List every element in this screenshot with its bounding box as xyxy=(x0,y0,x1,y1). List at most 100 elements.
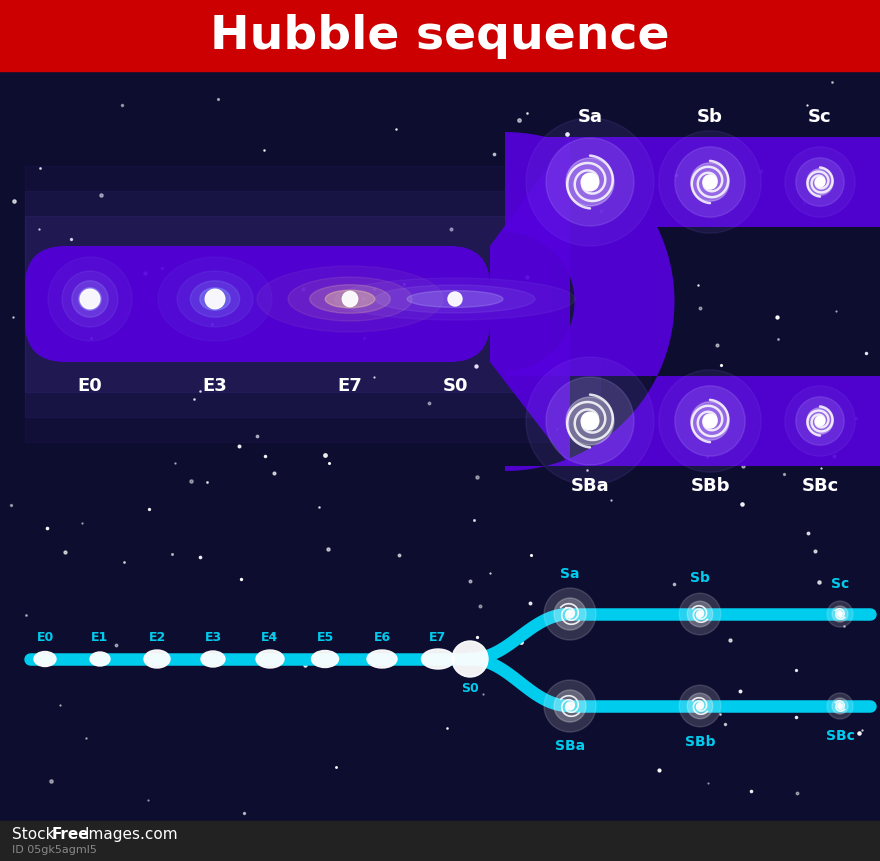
Ellipse shape xyxy=(310,285,391,314)
Text: Sb: Sb xyxy=(697,108,723,126)
Ellipse shape xyxy=(79,288,101,311)
Text: Images.com: Images.com xyxy=(84,827,178,841)
Circle shape xyxy=(675,147,745,218)
Text: SBa: SBa xyxy=(571,476,609,494)
Ellipse shape xyxy=(144,650,170,668)
Text: E6: E6 xyxy=(373,630,391,643)
Polygon shape xyxy=(505,133,880,472)
Ellipse shape xyxy=(288,278,412,322)
Circle shape xyxy=(544,680,596,732)
Text: Sa: Sa xyxy=(561,567,580,580)
Text: SBc: SBc xyxy=(802,476,839,494)
Ellipse shape xyxy=(190,282,239,318)
Ellipse shape xyxy=(257,267,443,332)
Circle shape xyxy=(679,593,721,635)
Text: E1: E1 xyxy=(92,630,108,643)
Circle shape xyxy=(691,402,730,441)
Text: SBb: SBb xyxy=(685,734,715,748)
Circle shape xyxy=(586,418,594,425)
FancyBboxPatch shape xyxy=(25,247,490,362)
Circle shape xyxy=(581,174,598,192)
Ellipse shape xyxy=(326,291,375,308)
Circle shape xyxy=(691,164,730,202)
Circle shape xyxy=(807,170,833,196)
Text: SBc: SBc xyxy=(825,728,854,742)
Text: Stock: Stock xyxy=(12,827,55,841)
Bar xyxy=(25,217,550,393)
Circle shape xyxy=(554,691,586,722)
Circle shape xyxy=(827,693,853,719)
Text: E7: E7 xyxy=(429,630,447,643)
Circle shape xyxy=(546,139,634,226)
Text: E0: E0 xyxy=(36,630,54,643)
Circle shape xyxy=(818,181,822,185)
Text: Free: Free xyxy=(52,827,90,841)
Ellipse shape xyxy=(72,282,108,318)
Circle shape xyxy=(675,387,745,456)
Circle shape xyxy=(659,132,761,234)
Text: Sc: Sc xyxy=(831,576,849,591)
Circle shape xyxy=(703,414,717,429)
Text: Sa: Sa xyxy=(577,108,603,126)
Circle shape xyxy=(586,179,594,187)
Text: E3: E3 xyxy=(204,630,222,643)
Ellipse shape xyxy=(200,288,231,311)
Circle shape xyxy=(697,611,703,617)
Text: E5: E5 xyxy=(317,630,334,643)
Circle shape xyxy=(526,119,654,247)
Circle shape xyxy=(785,147,855,218)
Circle shape xyxy=(80,290,99,309)
Ellipse shape xyxy=(407,291,503,308)
Text: E7: E7 xyxy=(338,376,363,394)
Ellipse shape xyxy=(256,650,284,668)
Circle shape xyxy=(796,397,844,446)
Ellipse shape xyxy=(335,279,575,320)
Circle shape xyxy=(546,378,634,466)
Ellipse shape xyxy=(90,653,110,666)
Circle shape xyxy=(659,370,761,473)
Circle shape xyxy=(838,704,842,709)
Circle shape xyxy=(342,292,357,307)
Circle shape xyxy=(581,412,598,430)
Circle shape xyxy=(707,180,713,186)
Circle shape xyxy=(566,703,574,710)
Ellipse shape xyxy=(367,650,397,668)
Circle shape xyxy=(832,606,848,623)
Ellipse shape xyxy=(158,257,272,342)
Circle shape xyxy=(815,417,825,426)
Circle shape xyxy=(566,398,614,445)
Text: SBb: SBb xyxy=(690,476,730,494)
Circle shape xyxy=(703,176,717,189)
Circle shape xyxy=(554,598,586,630)
Circle shape xyxy=(452,641,488,678)
Ellipse shape xyxy=(34,652,56,666)
Circle shape xyxy=(807,408,833,435)
Ellipse shape xyxy=(201,651,225,667)
Text: Sc: Sc xyxy=(808,108,832,126)
Text: S0: S0 xyxy=(443,376,468,394)
Circle shape xyxy=(707,418,713,424)
Circle shape xyxy=(827,601,853,628)
Text: S0: S0 xyxy=(461,681,479,694)
Circle shape xyxy=(838,612,842,616)
Ellipse shape xyxy=(48,257,132,342)
Text: Sb: Sb xyxy=(690,570,710,585)
Bar xyxy=(0,821,880,861)
Circle shape xyxy=(785,387,855,456)
Circle shape xyxy=(832,698,848,714)
Text: E4: E4 xyxy=(261,630,279,643)
Circle shape xyxy=(526,357,654,486)
Circle shape xyxy=(448,293,462,307)
Circle shape xyxy=(679,685,721,727)
Text: E0: E0 xyxy=(77,376,102,394)
Ellipse shape xyxy=(177,272,253,328)
Ellipse shape xyxy=(375,286,535,313)
Ellipse shape xyxy=(422,649,454,669)
Bar xyxy=(0,0,880,72)
Circle shape xyxy=(687,693,713,719)
Circle shape xyxy=(566,158,614,207)
Text: ID 05gk5agml5: ID 05gk5agml5 xyxy=(12,844,97,854)
Circle shape xyxy=(544,588,596,641)
Circle shape xyxy=(818,419,822,424)
Text: Hubble sequence: Hubble sequence xyxy=(210,14,670,59)
